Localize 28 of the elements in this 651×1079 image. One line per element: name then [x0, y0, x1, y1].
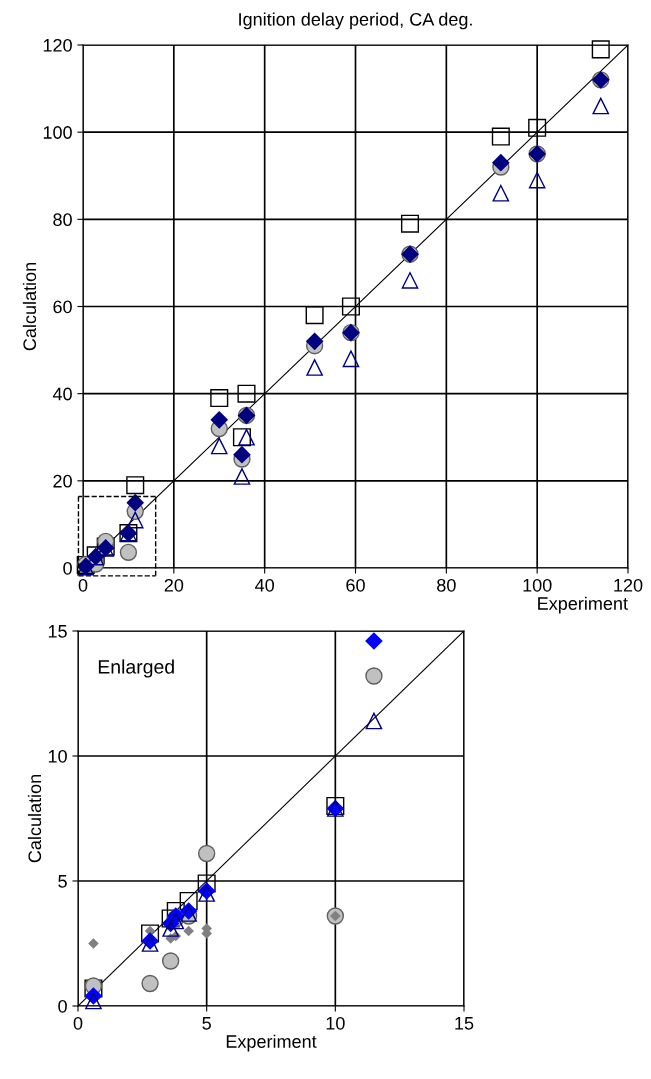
x-tick-label: 100 [523, 578, 552, 592]
y-tick-label: 10 [48, 749, 67, 763]
x-tick-label: 15 [455, 1017, 474, 1030]
y-axis-title: Calculation [27, 775, 42, 863]
x-tick-label: 120 [614, 578, 643, 592]
y-tick-label: 15 [48, 625, 67, 638]
y-tick-label: 60 [53, 300, 72, 314]
y-tick-label: 120 [43, 38, 72, 52]
x-tick-label: 80 [437, 578, 456, 592]
x-tick-label: 10 [326, 1016, 345, 1030]
y-tick-label: 0 [58, 999, 67, 1013]
x-tick-label: 40 [255, 578, 274, 592]
y-tick-label: 80 [53, 213, 72, 227]
y-tick-label: 20 [53, 474, 72, 488]
y-tick-label: 40 [52, 387, 72, 401]
y-tick-label: 5 [58, 875, 67, 888]
y-axis-title: Calculation [22, 263, 37, 351]
annotation: Enlarged [98, 659, 174, 678]
x-tick-label: 5 [202, 1017, 211, 1030]
x-tick-label: 0 [78, 578, 88, 592]
x-tick-label: 60 [346, 578, 365, 592]
x-tick-label: 0 [73, 1016, 83, 1030]
chart-title: Ignition delay period, CA deg. [239, 12, 472, 30]
y-tick-label: 100 [43, 126, 72, 139]
x-axis-title: Experiment [226, 1034, 317, 1052]
x-tick-label: 20 [164, 578, 184, 592]
x-axis-title: Experiment [538, 596, 628, 614]
y-tick-label: 0 [63, 561, 72, 575]
